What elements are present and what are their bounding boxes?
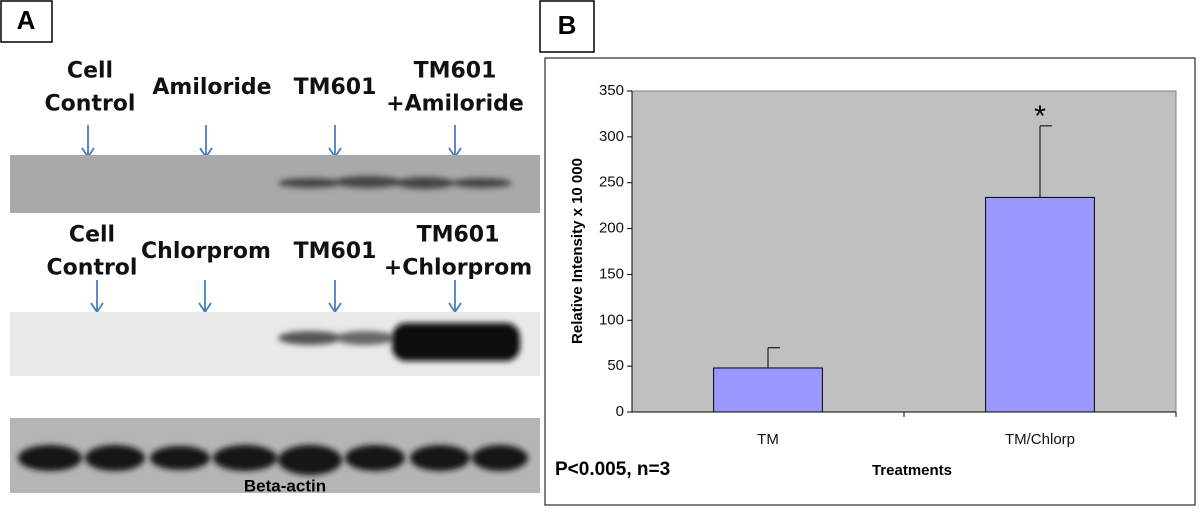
significance-marker: * [1034,100,1046,133]
y-tick-label: 250 [599,174,624,191]
lane-label: Amiloride [152,75,271,100]
y-tick-label: 100 [599,311,624,328]
lane-label: TM601 [414,59,497,84]
lane-label: Cell [67,59,113,84]
blot-2 [10,312,540,376]
y-tick-label: 0 [616,403,624,420]
blot-3 [10,418,540,493]
y-tick-label: 300 [599,128,624,145]
lane-label: TM601 [294,75,377,100]
lane-label: Chlorprom [141,239,271,264]
lane-label: Control [45,92,136,117]
blot-1 [10,155,540,213]
panel-label: B [558,10,577,40]
stats-note: P<0.005, n=3 [555,459,670,480]
panel-label-box [0,0,53,43]
arrows [81,125,462,314]
panel-label: A [17,5,36,35]
y-axis-label: Relative Intensity x 10 000 [569,158,586,344]
error-bar [767,347,780,368]
x-tick-label: TM/Chlorp [1005,431,1075,448]
bar [713,367,823,413]
panel-label-box [539,0,595,53]
lane-label: Control [47,256,138,281]
bar [985,196,1095,413]
error-bar [1039,125,1052,198]
lane-label: TM601 [417,223,500,248]
lane-label: +Chlorprom [384,256,532,281]
y-tick-label: 350 [599,82,624,99]
y-tick-label: 50 [607,357,624,374]
lane-label: Cell [69,223,115,248]
x-tick-label: TM [757,431,779,448]
loading-control-label: Beta-actin [244,476,326,495]
lane-label: TM601 [294,239,377,264]
lane-label: +Amiloride [386,92,524,117]
y-tick-label: 200 [599,220,624,237]
y-tick-label: 150 [599,265,624,282]
x-axis-label: Treatments [872,462,952,479]
